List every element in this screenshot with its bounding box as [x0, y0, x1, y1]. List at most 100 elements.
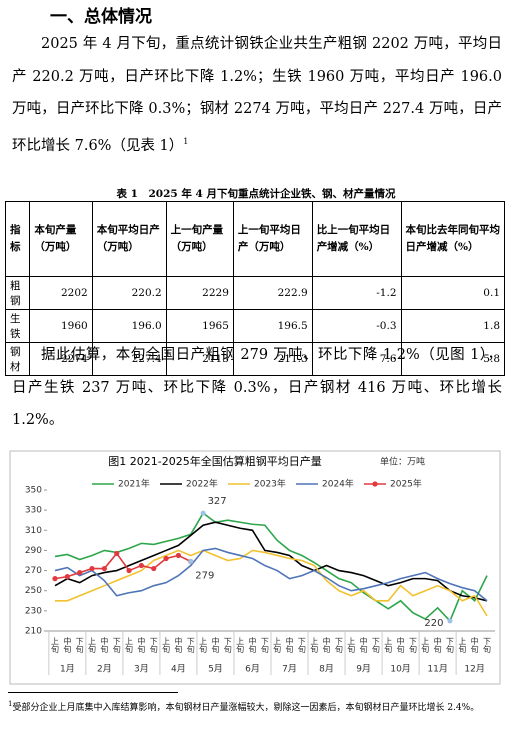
x-tick-label: 中旬	[470, 636, 479, 654]
month-label: 2月	[97, 664, 112, 675]
header-cell: 本旬比去年同旬平均日产增减（%）	[400, 201, 505, 277]
x-tick-label: 下旬	[334, 637, 343, 654]
point	[163, 555, 169, 562]
x-tick-label: 中旬	[359, 636, 368, 654]
x-tick-label: 中旬	[137, 636, 146, 654]
table-cell: 粗钢	[4, 276, 31, 310]
heading: 一、总体情况	[50, 7, 152, 27]
label-dot	[200, 510, 206, 516]
x-tick-label: 上旬	[236, 637, 245, 654]
x-tick-label: 中旬	[100, 636, 109, 654]
table-row: 钢材 2274 227.4 2113 211.3 7.6 5.8	[4, 342, 505, 376]
y-tick-label: 310	[25, 526, 42, 536]
x-tick-label: 下旬	[149, 637, 158, 654]
legend-label: 2023年	[254, 478, 286, 490]
month-label: 4月	[171, 664, 186, 675]
table-cell: 2229	[165, 276, 234, 310]
header-cell: 上一旬产量（万吨）	[165, 201, 234, 277]
x-tick-label: 下旬	[186, 637, 195, 654]
y-tick-label: 230	[25, 606, 42, 616]
x-tick-label: 中旬	[211, 636, 220, 654]
x-tick-label: 上旬	[310, 637, 319, 654]
y-tick-label: 210	[25, 627, 42, 637]
table-cell: 1965	[165, 309, 234, 343]
point	[52, 576, 58, 582]
table-cell: 222.9	[232, 276, 313, 310]
legend-marker	[372, 481, 378, 487]
x-tick-label: 上旬	[125, 637, 134, 654]
x-tick-label: 中旬	[248, 636, 257, 654]
month-label: 3月	[134, 664, 149, 675]
table-cell: 227.4	[91, 342, 167, 376]
table-cell: 1.8	[400, 309, 505, 343]
x-tick-label: 中旬	[433, 636, 442, 654]
y-tick-label: 250	[25, 586, 42, 596]
y-tick-label: 290	[25, 546, 42, 556]
month-label: 7月	[282, 664, 297, 675]
header-cell: 本旬产量（万吨）	[29, 201, 93, 277]
x-tick-label: 上旬	[199, 637, 208, 654]
table-cell: 2113	[165, 342, 234, 376]
header-cell: 上一旬平均日产（万吨）	[232, 201, 313, 277]
month-label: 9月	[356, 664, 371, 675]
table-cell: -1.2	[311, 276, 402, 310]
table-cell: 196.0	[91, 309, 167, 343]
month-label: 11月	[427, 664, 447, 675]
chart-title: 图1 2021-2025年全国估算粗钢平均日产量	[108, 454, 321, 468]
x-tick-label: 中旬	[322, 636, 331, 654]
table-cell: 196.5	[232, 309, 313, 343]
table-cell: 生铁	[4, 309, 31, 343]
footnote-text: 受部分企业上月底集中入库结算影响，本旬钢材日产量涨幅较大，剔除这一因素后，本旬钢…	[12, 703, 480, 713]
month-label: 10月	[390, 664, 410, 675]
month-label: 1月	[60, 664, 75, 675]
header-cell: 指标	[4, 201, 31, 277]
legend-label: 2022年	[186, 478, 218, 490]
point	[64, 574, 70, 580]
x-tick-label: 上旬	[162, 637, 171, 654]
y-tick-label: 350	[25, 486, 42, 496]
series-line	[55, 549, 488, 617]
paragraph: 据此估算，本旬全国日产粗钢 279 万吨、环比下降 1.2%（见图 1），日产生…	[12, 347, 502, 428]
x-tick-label: 下旬	[260, 637, 269, 654]
series-line	[54, 511, 488, 623]
x-tick-label: 下旬	[445, 637, 454, 654]
x-tick-label: 下旬	[112, 637, 121, 654]
paragraph: 2025 年 4 月下旬，重点统计钢铁企业共生产粗钢 2202 万吨，平均日产 …	[12, 28, 502, 162]
table-cell: 1960	[29, 309, 93, 343]
x-tick-label: 下旬	[223, 637, 232, 654]
month-label: 6月	[245, 664, 260, 675]
month-label: 12月	[464, 664, 484, 675]
note-ref: 1	[183, 136, 189, 146]
table-cell: 220.2	[91, 276, 167, 310]
label-dot	[447, 618, 453, 624]
x-tick-label: 中旬	[63, 636, 72, 654]
table-cell: -0.3	[311, 309, 402, 343]
y-tick-label: 270	[25, 566, 42, 576]
data-label: 327	[208, 496, 227, 507]
table-row: 粗钢 2202 220.2 2229 222.9 -1.2 0.1	[4, 276, 505, 310]
data-label: 220	[424, 618, 443, 629]
table-cell: 2274	[29, 342, 93, 376]
x-tick-label: 上旬	[458, 637, 467, 654]
point	[151, 565, 157, 572]
chart: 图1 2021-2025年全国估算粗钢平均日产量 单位：万吨 210 230 250…	[9, 450, 501, 685]
legend-label: 2025年	[390, 478, 422, 490]
header-row: 指标 本旬产量（万吨） 本旬平均日产（万吨） 上一旬产量（万吨） 上一旬平均日产（万吨）…	[4, 201, 505, 277]
month-label: 5月	[208, 664, 223, 675]
x-tick-label: 下旬	[75, 637, 84, 654]
paragraph-text: 2025 年 4 月下旬，重点统计钢铁企业共生产粗钢 2202 万吨，平均日产 …	[12, 36, 502, 154]
footnote-mark: 1	[8, 700, 13, 708]
label-dot	[188, 559, 194, 565]
x-tick-label: 中旬	[396, 636, 405, 654]
series-line	[54, 547, 488, 602]
table-cell: 0.1	[400, 276, 505, 310]
footnote: 1受部分企业上月底集中入库结算影响，本旬钢材日产量涨幅较大，剔除这一因素后，本旬…	[8, 697, 504, 715]
y-tick-label: 330	[25, 506, 42, 516]
x-tick-label: 下旬	[371, 637, 380, 654]
x-tick-label: 上旬	[347, 637, 356, 654]
table: 指标 本旬产量（万吨） 本旬平均日产（万吨） 上一旬产量（万吨） 上一旬平均日产（万吨）…	[4, 201, 505, 376]
data-label: 279	[195, 571, 214, 582]
table-row: 生铁 1960 196.0 1965 196.5 -0.3 1.8	[4, 309, 505, 343]
x-tick-label: 下旬	[297, 637, 306, 654]
point	[175, 552, 182, 559]
